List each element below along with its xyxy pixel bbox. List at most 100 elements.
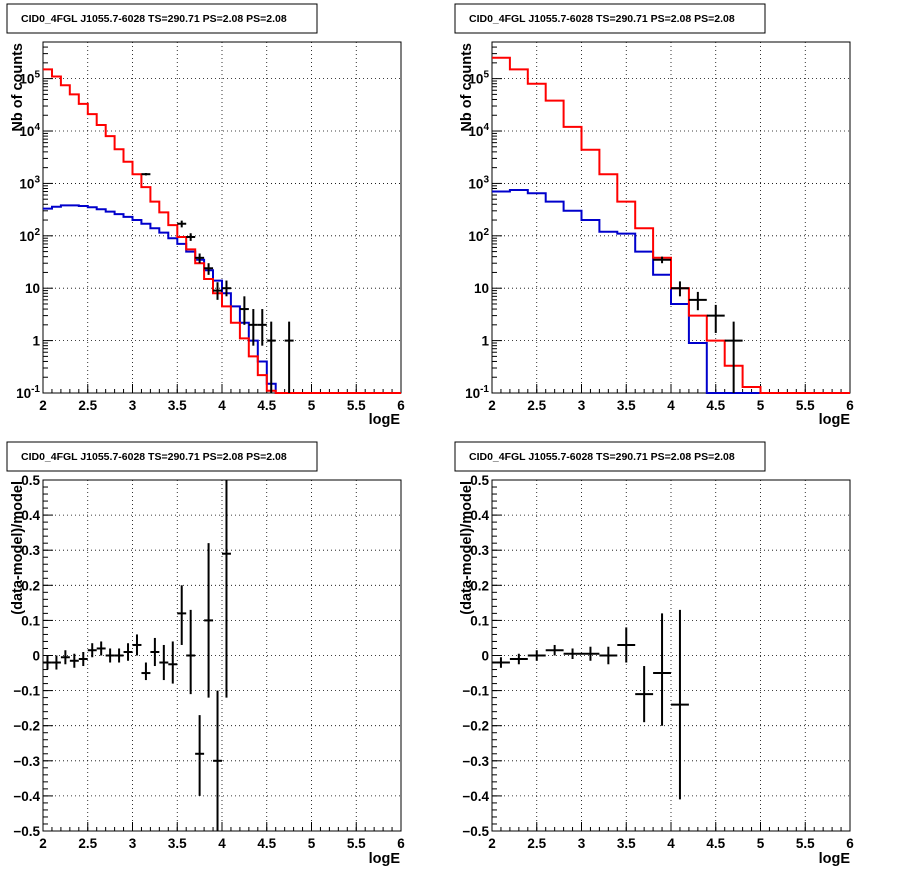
x-tick-label: 5 (308, 836, 316, 851)
y-tick-label: 0.1 (21, 613, 40, 628)
x-axis-label: logE (819, 851, 851, 867)
x-tick-label: 2.5 (78, 398, 97, 413)
x-tick-label: 3 (578, 398, 586, 413)
y-tick-base: 10 (468, 229, 483, 244)
y-tick-label: −0.4 (462, 789, 489, 804)
x-axis-label: logE (819, 412, 851, 428)
x-tick-label: 2.5 (527, 836, 546, 851)
x-tick-label: 3.5 (168, 836, 187, 851)
x-tick-label: 6 (846, 398, 854, 413)
y-tick-label: 0.5 (470, 473, 489, 488)
data-point (186, 233, 196, 241)
y-tick-label: 0.2 (470, 578, 489, 593)
data-point (563, 648, 582, 660)
data-point (177, 220, 187, 228)
y-tick-label: 0.4 (21, 508, 40, 523)
y-tick-exponent: -1 (31, 384, 40, 395)
y-tick-label: 102 (19, 227, 40, 244)
data-point (69, 653, 79, 668)
y-tick-base: 10 (465, 386, 480, 401)
x-axis-label: logE (369, 851, 401, 867)
x-tick-label: 5 (757, 836, 765, 851)
data-point (177, 585, 187, 645)
plot-area: 2 2.5 3 3.5 4 4.5 5 5.5 6 −0.5 −0.4 −0.3 −0.2 −0.1 0 0.… (13, 473, 405, 851)
chart-title: CID0_4FGL J1055.7-6028 TS=290.71 PS=2.08… (469, 13, 735, 25)
y-tick-label: 0.2 (21, 578, 40, 593)
data-point (581, 646, 600, 661)
data-point (266, 321, 276, 393)
y-tick-label: −0.5 (462, 824, 489, 839)
x-tick-label: 3 (129, 398, 137, 413)
data-point (248, 309, 258, 346)
y-tick-label: 104 (468, 122, 489, 139)
data-point (141, 662, 151, 681)
source-histogram (492, 189, 850, 394)
y-axis-label: (data-model)/model (459, 481, 475, 615)
data-point (599, 646, 618, 665)
y-tick-label: 0.5 (21, 473, 40, 488)
data-point (653, 613, 671, 726)
y-tick-exponent: 5 (34, 70, 40, 81)
x-tick-label: 4 (667, 836, 675, 851)
y-tick-exponent: 5 (483, 70, 489, 81)
residuals-panel-left: CID0_4FGL J1055.7-6028 TS=290.71 PS=2.08… (6, 441, 405, 867)
y-tick-label: 1 (32, 334, 40, 349)
title-box (454, 441, 766, 472)
x-tick-label: 2 (39, 398, 47, 413)
y-tick-base: 10 (468, 124, 483, 139)
y-tick-label: 0.3 (470, 543, 489, 558)
data-point (724, 321, 743, 393)
x-tick-label: 4.5 (706, 398, 725, 413)
y-tick-label: 0.1 (470, 613, 489, 628)
data-point (213, 690, 222, 831)
y-tick-exponent: 4 (483, 122, 489, 133)
data-point (78, 651, 88, 667)
y-tick-label: 103 (19, 174, 40, 191)
x-tick-label: 4 (218, 836, 226, 851)
x-tick-label: 3.5 (617, 836, 636, 851)
y-tick-label: 0.4 (470, 508, 489, 523)
data-point (284, 321, 294, 393)
data-point (492, 657, 510, 668)
data-point (213, 282, 222, 300)
y-axis-label: (data-model)/model (10, 481, 26, 615)
title-box (6, 3, 318, 34)
data-point (43, 655, 52, 670)
data-point (186, 609, 196, 695)
y-tick-label: 10-1 (16, 384, 40, 401)
data-point (60, 650, 70, 665)
data-point (545, 644, 564, 656)
chart-title: CID0_4FGL J1055.7-6028 TS=290.71 PS=2.08… (469, 451, 735, 463)
x-tick-label: 2 (488, 836, 496, 851)
x-tick-label: 3.5 (617, 398, 636, 413)
x-tick-label: 4.5 (257, 398, 276, 413)
y-tick-exponent: 3 (483, 174, 489, 185)
y-tick-label: 10 (25, 281, 40, 296)
x-tick-label: 3 (578, 836, 586, 851)
data-point (195, 253, 205, 264)
data-point (195, 715, 205, 796)
data-point (706, 304, 725, 333)
y-tick-label: −0.4 (13, 789, 40, 804)
data-point (105, 648, 115, 663)
x-tick-label: 6 (397, 836, 405, 851)
x-tick-label: 2 (39, 836, 47, 851)
y-axis-label: Nb of counts (459, 43, 475, 132)
x-axis-label: logE (369, 412, 401, 428)
residuals-panel-right: CID0_4FGL J1055.7-6028 TS=290.71 PS=2.08… (454, 441, 854, 867)
data-point (150, 637, 160, 667)
y-tick-base: 10 (16, 386, 31, 401)
x-tick-label: 6 (397, 398, 405, 413)
y-tick-base: 10 (19, 124, 34, 139)
x-tick-label: 2 (488, 398, 496, 413)
chart-title: CID0_4FGL J1055.7-6028 TS=290.71 PS=2.08… (21, 13, 287, 25)
y-tick-base: 10 (19, 72, 34, 87)
data-point (257, 309, 267, 346)
data-point (239, 296, 249, 325)
y-tick-label: −0.5 (13, 824, 40, 839)
data-point (141, 173, 151, 176)
y-tick-exponent: 2 (34, 227, 40, 238)
data-point (96, 641, 106, 656)
y-axis-label: Nb of counts (10, 43, 26, 132)
